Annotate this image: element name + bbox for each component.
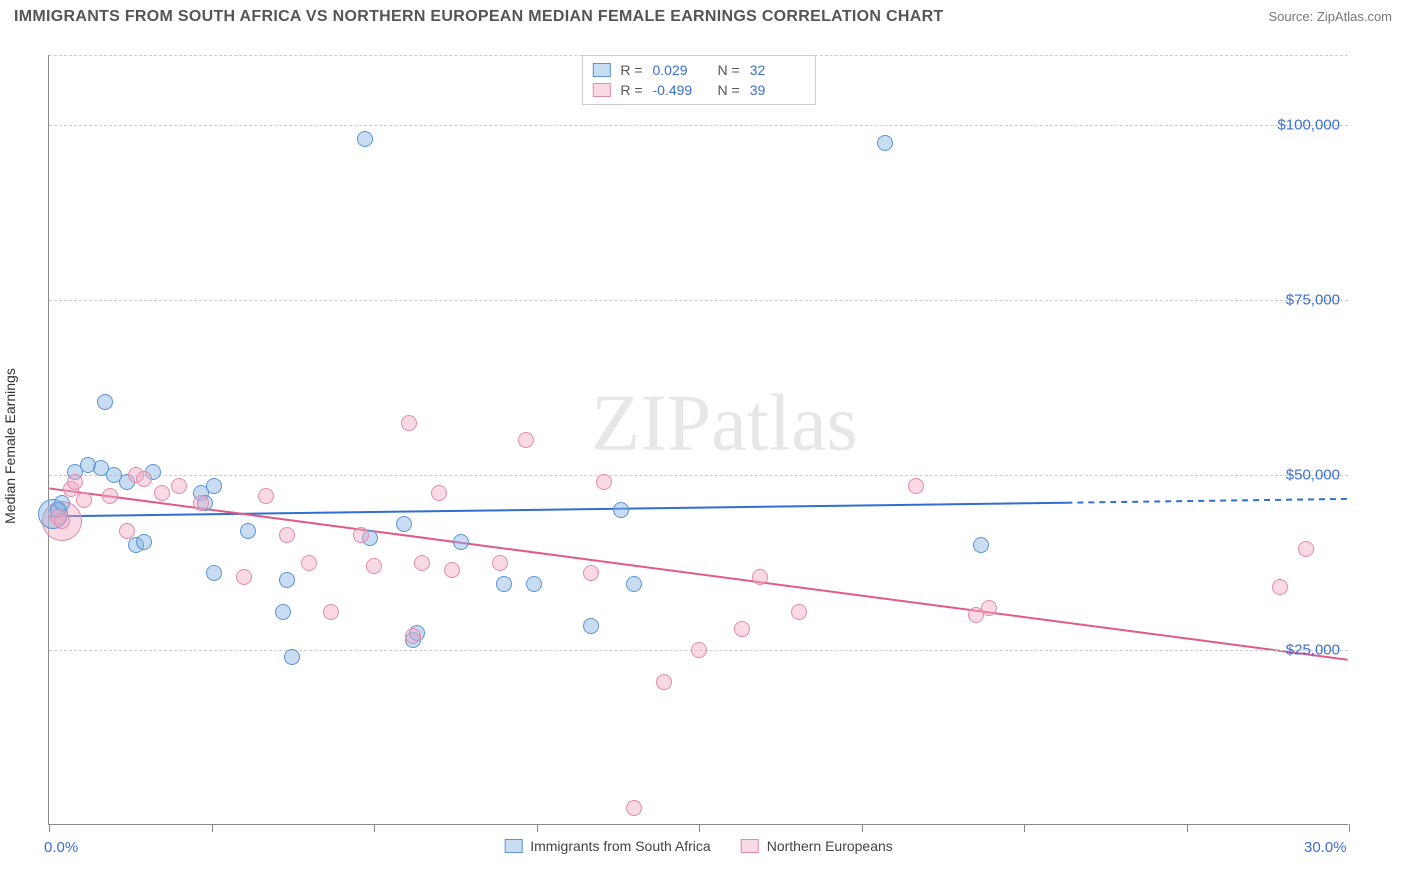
scatter-point	[613, 502, 629, 518]
scatter-point	[401, 415, 417, 431]
scatter-point	[405, 628, 421, 644]
scatter-point	[353, 527, 369, 543]
source-attribution: Source: ZipAtlas.com	[1268, 9, 1392, 24]
scatter-point	[54, 513, 70, 529]
scatter-point	[357, 131, 373, 147]
scatter-point	[136, 534, 152, 550]
scatter-point	[193, 495, 209, 511]
scatter-point	[492, 555, 508, 571]
scatter-point	[76, 492, 92, 508]
x-tick-label: 0.0%	[44, 839, 78, 856]
n-value: 32	[750, 62, 805, 78]
x-tick	[1349, 824, 1350, 832]
scatter-point	[284, 649, 300, 665]
y-tick-label: $100,000	[1277, 117, 1340, 134]
legend-series-label: Northern Europeans	[767, 838, 893, 854]
grid-line	[49, 475, 1348, 476]
scatter-point	[908, 478, 924, 494]
scatter-point	[791, 604, 807, 620]
x-tick	[1024, 824, 1025, 832]
scatter-point	[206, 565, 222, 581]
r-label: R =	[620, 62, 642, 78]
scatter-point	[323, 604, 339, 620]
y-axis-label: Median Female Earnings	[2, 368, 18, 524]
plot-area: ZIPatlas R =0.029N =32R =-0.499N =39 Imm…	[48, 55, 1348, 825]
x-tick-label: 30.0%	[1304, 839, 1347, 856]
scatter-point	[1272, 579, 1288, 595]
legend-swatch	[504, 839, 522, 853]
legend-swatch	[592, 83, 610, 97]
scatter-point	[301, 555, 317, 571]
scatter-point	[136, 471, 152, 487]
scatter-point	[656, 674, 672, 690]
scatter-point	[626, 800, 642, 816]
x-tick	[862, 824, 863, 832]
scatter-point	[583, 565, 599, 581]
scatter-point	[496, 576, 512, 592]
trendlines-layer	[49, 55, 1348, 824]
scatter-point	[154, 485, 170, 501]
scatter-point	[752, 569, 768, 585]
n-label: N =	[718, 82, 740, 98]
legend-stat-row: R = -0.499 N = 39	[592, 80, 804, 100]
x-tick	[1187, 824, 1188, 832]
x-tick	[374, 824, 375, 832]
x-tick	[49, 824, 50, 832]
grid-line	[49, 300, 1348, 301]
scatter-point	[67, 474, 83, 490]
scatter-point	[583, 618, 599, 634]
n-value: 39	[750, 82, 805, 98]
x-tick	[212, 824, 213, 832]
scatter-point	[444, 562, 460, 578]
y-tick-label: $75,000	[1286, 292, 1340, 309]
y-tick-label: $50,000	[1286, 467, 1340, 484]
scatter-point	[691, 642, 707, 658]
grid-line	[49, 125, 1348, 126]
scatter-point	[596, 474, 612, 490]
scatter-point	[396, 516, 412, 532]
scatter-point	[171, 478, 187, 494]
scatter-point	[431, 485, 447, 501]
legend-series-label: Immigrants from South Africa	[530, 838, 711, 854]
scatter-point	[1298, 541, 1314, 557]
scatter-point	[414, 555, 430, 571]
scatter-point	[973, 537, 989, 553]
legend-swatch	[592, 63, 610, 77]
legend-swatch	[741, 839, 759, 853]
legend-series-item: Northern Europeans	[741, 838, 893, 854]
scatter-point	[102, 488, 118, 504]
scatter-point	[258, 488, 274, 504]
r-label: R =	[620, 82, 642, 98]
n-label: N =	[718, 62, 740, 78]
scatter-point	[97, 394, 113, 410]
scatter-point	[518, 432, 534, 448]
scatter-point	[275, 604, 291, 620]
x-tick	[699, 824, 700, 832]
correlation-legend: R = 0.029 N = 32 R = -0.499 N = 39	[581, 55, 815, 105]
scatter-point	[206, 478, 222, 494]
scatter-point	[279, 572, 295, 588]
series-legend: Immigrants from South Africa Northern Eur…	[504, 838, 893, 854]
scatter-point	[626, 576, 642, 592]
scatter-point	[366, 558, 382, 574]
r-value: 0.029	[653, 62, 708, 78]
scatter-point	[734, 621, 750, 637]
scatter-point	[240, 523, 256, 539]
scatter-point	[279, 527, 295, 543]
r-value: -0.499	[653, 82, 708, 98]
scatter-point	[119, 523, 135, 539]
scatter-point	[453, 534, 469, 550]
x-tick	[537, 824, 538, 832]
legend-series-item: Immigrants from South Africa	[504, 838, 711, 854]
scatter-point	[236, 569, 252, 585]
scatter-point	[877, 135, 893, 151]
scatter-point	[981, 600, 997, 616]
y-tick-label: $25,000	[1286, 642, 1340, 659]
scatter-point	[526, 576, 542, 592]
chart-title: IMMIGRANTS FROM SOUTH AFRICA VS NORTHERN…	[14, 8, 944, 26]
watermark: ZIPatlas	[591, 379, 858, 470]
legend-stat-row: R = 0.029 N = 32	[592, 60, 804, 80]
